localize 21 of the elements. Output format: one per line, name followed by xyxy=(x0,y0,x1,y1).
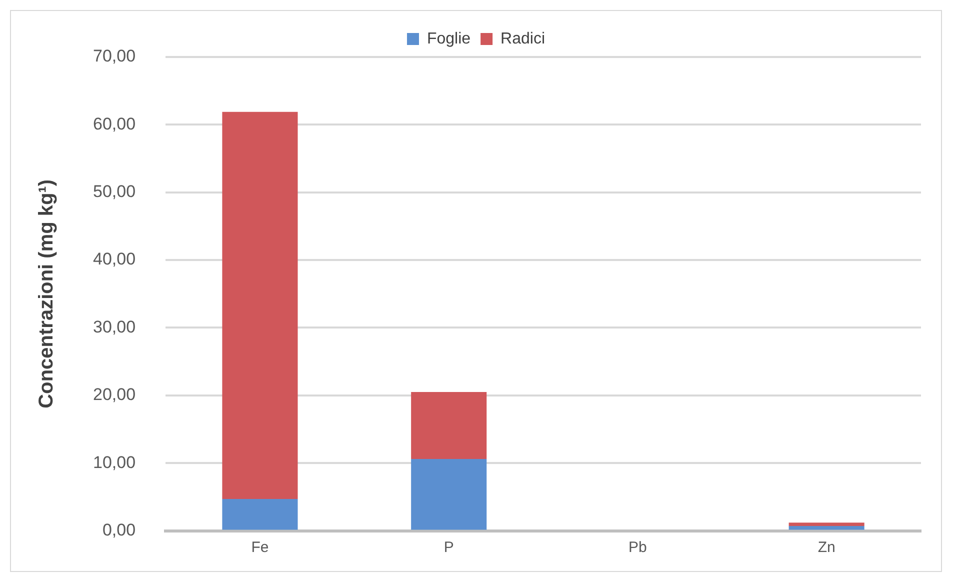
bar xyxy=(222,498,298,530)
y-axis-title: Concentrazioni (mg kg¹) xyxy=(36,179,58,408)
x-tick-label: Fe xyxy=(251,538,269,556)
y-tick-label: 20,00 xyxy=(92,385,136,404)
bar xyxy=(788,526,864,530)
y-tick-label: 70,00 xyxy=(92,46,136,66)
legend-label: Radici xyxy=(500,30,546,48)
bar xyxy=(411,392,487,460)
bar xyxy=(222,112,298,499)
y-tick-label: 50,00 xyxy=(92,182,136,202)
y-tick-label: 40,00 xyxy=(92,250,136,269)
y-tick-label: 10,00 xyxy=(92,452,136,472)
y-tick-label: 30,00 xyxy=(92,317,136,336)
legend-label: Foglie xyxy=(426,30,471,48)
x-tick-label: Pb xyxy=(628,538,647,556)
x-tick-label: P xyxy=(444,538,454,556)
bar xyxy=(411,459,487,530)
bar xyxy=(788,522,864,526)
x-tick-label: Zn xyxy=(818,538,836,556)
y-tick-label: 0,00 xyxy=(102,520,136,540)
y-tick-label: 60,00 xyxy=(92,114,136,134)
